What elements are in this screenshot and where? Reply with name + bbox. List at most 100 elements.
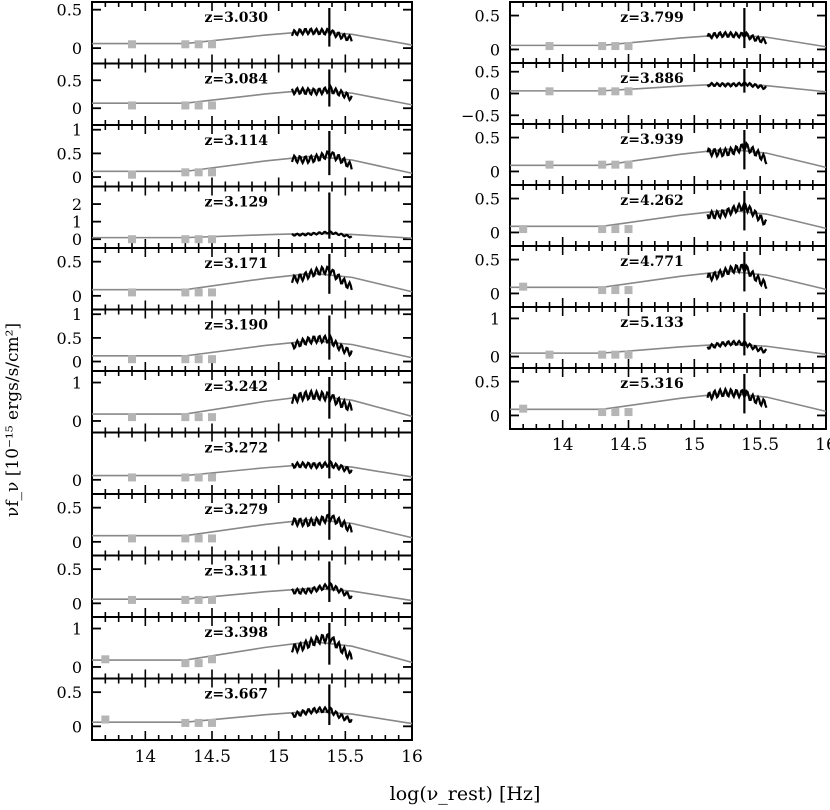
y-tick-label: 0 bbox=[72, 412, 82, 431]
y-tick-label: 0 bbox=[72, 230, 82, 249]
photometry-point bbox=[128, 40, 136, 49]
y-tick-label: 0.5 bbox=[57, 329, 82, 348]
photometry-point bbox=[208, 40, 216, 49]
y-tick-label: 0 bbox=[72, 168, 82, 187]
photometry-point bbox=[598, 87, 607, 96]
model-curve bbox=[510, 392, 827, 413]
photometry-point bbox=[208, 413, 216, 422]
y-tick-label: 0 bbox=[72, 353, 82, 372]
photometry-point bbox=[128, 288, 136, 297]
sed-panel: 0 1 z=5.133 bbox=[490, 306, 827, 369]
redshift-label: z=5.316 bbox=[620, 376, 684, 392]
sed-panel: 0 0.5 z=4.771 bbox=[475, 245, 827, 308]
sed-panel: 0 0.5 z=3.667 bbox=[57, 677, 413, 741]
photometry-point bbox=[194, 413, 203, 422]
spectrum-line bbox=[291, 705, 353, 724]
photometry-point bbox=[545, 350, 554, 359]
x-tick-label: 15 bbox=[684, 435, 706, 455]
photometry-point bbox=[194, 168, 203, 177]
x-tick-label: 16 bbox=[815, 435, 830, 455]
y-tick-label: 1 bbox=[490, 309, 500, 328]
sed-panel: 0 0.5 z=3.799 bbox=[475, 1, 827, 64]
sed-panel: 0 0.5 1 z=3.114 bbox=[57, 121, 413, 188]
photometry-point bbox=[519, 404, 528, 413]
photometry-point bbox=[128, 355, 136, 364]
photometry-point bbox=[598, 160, 607, 169]
photometry-point bbox=[611, 225, 620, 234]
y-tick-label: 0 bbox=[490, 284, 500, 303]
model-curve bbox=[510, 33, 827, 48]
photometry-point bbox=[194, 718, 203, 727]
spectrum-line bbox=[290, 83, 353, 103]
model-curve bbox=[92, 30, 413, 46]
spectrum-line bbox=[291, 459, 353, 475]
y-tick-label: 0 bbox=[72, 287, 82, 306]
x-tick-label: 14.5 bbox=[610, 435, 648, 455]
x-tick-label: 16 bbox=[401, 747, 423, 767]
photometry-point bbox=[181, 235, 190, 244]
photometry-point bbox=[181, 659, 190, 668]
photometry-point bbox=[128, 101, 136, 110]
photometry-point bbox=[128, 534, 136, 543]
photometry-point bbox=[181, 355, 190, 364]
y-tick-label: 0 bbox=[490, 223, 500, 242]
photometry-point bbox=[181, 718, 190, 727]
sed-panel: 0 z=3.272 bbox=[72, 431, 413, 495]
photometry-point bbox=[611, 350, 620, 359]
spectrum-line bbox=[290, 26, 353, 42]
redshift-label: z=3.279 bbox=[204, 502, 268, 518]
y-axis-label: νf_ν [10⁻¹⁵ ergs/s/cm²] bbox=[3, 323, 23, 517]
y-tick-label: 0 bbox=[490, 406, 500, 425]
photometry-point bbox=[611, 42, 620, 51]
redshift-label: z=3.114 bbox=[204, 133, 268, 149]
spectrum-line bbox=[290, 513, 353, 533]
photometry-point bbox=[208, 101, 216, 110]
y-tick-label: 0 bbox=[72, 39, 82, 58]
spectrum-line bbox=[706, 386, 768, 409]
photometry-point bbox=[624, 408, 633, 417]
photometry-point bbox=[598, 350, 607, 359]
redshift-label: z=3.129 bbox=[204, 195, 268, 211]
photometry-point bbox=[208, 718, 216, 727]
y-tick-label: 1 bbox=[72, 213, 82, 232]
photometry-point bbox=[519, 225, 528, 234]
model-curve bbox=[92, 394, 413, 418]
sed-panel: 0 0.5 z=4.262 bbox=[475, 184, 827, 247]
photometry-point bbox=[208, 534, 216, 543]
sed-panel: 0 0.5 z=3.084 bbox=[57, 62, 413, 126]
photometry-point bbox=[208, 168, 216, 177]
redshift-label: z=3.799 bbox=[620, 10, 684, 26]
x-tick-label: 15 bbox=[268, 747, 290, 767]
photometry-point bbox=[208, 655, 216, 664]
photometry-point bbox=[181, 595, 190, 604]
photometry-point bbox=[181, 288, 190, 297]
photometry-point bbox=[624, 160, 633, 169]
y-tick-label: 0 bbox=[490, 348, 500, 367]
sed-panel: 0 0.5 z=3.030 bbox=[57, 1, 413, 65]
sed-panel: 0 1 z=3.398 bbox=[72, 616, 413, 680]
spectrum-line bbox=[706, 30, 768, 45]
sed-panel: 0 0.5 z=3.311 bbox=[57, 554, 413, 618]
photometry-point bbox=[611, 87, 620, 96]
redshift-label: z=3.398 bbox=[204, 625, 268, 641]
photometry-point bbox=[194, 595, 203, 604]
y-tick-label: 0 bbox=[490, 162, 500, 181]
photometry-point bbox=[208, 235, 216, 244]
spectrum-line bbox=[706, 200, 768, 226]
photometry-point bbox=[101, 655, 110, 664]
photometry-point bbox=[598, 42, 607, 51]
x-tick-label: 15.5 bbox=[741, 435, 779, 455]
x-tick-label: 14 bbox=[135, 747, 157, 767]
y-tick-label: 0.5 bbox=[475, 373, 500, 392]
y-tick-label: 0 bbox=[72, 533, 82, 552]
y-tick-label: 0 bbox=[72, 658, 82, 677]
y-tick-label: 0.5 bbox=[475, 129, 500, 148]
redshift-label: z=4.771 bbox=[620, 254, 684, 270]
photometry-point bbox=[598, 286, 607, 295]
photometry-point bbox=[519, 282, 528, 291]
sed-panel: 0 0.5 z=5.316 bbox=[475, 367, 827, 430]
photometry-point bbox=[611, 286, 620, 295]
model-curve bbox=[92, 518, 413, 539]
photometry-point bbox=[128, 235, 136, 244]
